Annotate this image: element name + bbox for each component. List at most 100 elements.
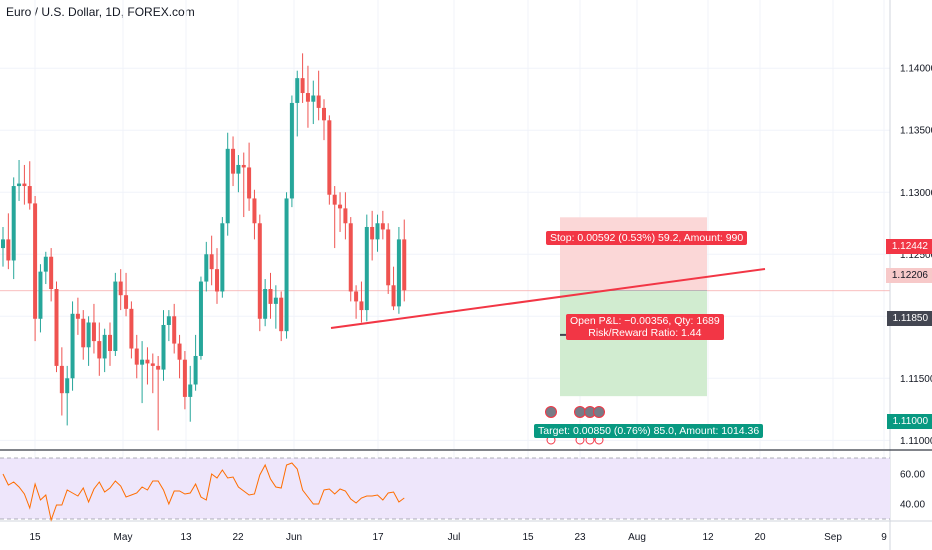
x-tick-label: 20 <box>754 532 766 543</box>
candle-body <box>198 281 203 356</box>
grid <box>0 0 890 520</box>
candle-body <box>327 120 332 195</box>
y-tick-label: 1.11500 <box>900 374 932 385</box>
candle-body <box>33 203 38 319</box>
candle-body <box>396 239 401 307</box>
stop-zone <box>560 217 707 291</box>
last-price-tag: 1.12206 <box>885 268 932 283</box>
candle-body <box>86 322 91 348</box>
event-markers <box>545 406 605 445</box>
pnl-label[interactable]: Open P&L: −0.00356, Qty: 1689 Risk/Rewar… <box>566 314 724 340</box>
candle-body <box>279 297 284 332</box>
candle-body <box>263 288 268 319</box>
candle-body <box>38 271 43 319</box>
y-tick-label: 1.12500 <box>900 250 932 261</box>
x-tick-label: 23 <box>574 532 586 543</box>
candle-body <box>354 291 359 302</box>
candle-body <box>161 324 166 370</box>
target-price-tag: 1.11000 <box>886 414 932 429</box>
candle-body <box>11 186 16 261</box>
candle-body <box>220 223 225 292</box>
rsi-band <box>0 458 890 519</box>
y-tick-label: 1.14000 <box>900 64 932 75</box>
stop-label[interactable]: Stop: 0.00592 (0.53%) 59.2, Amount: 990 <box>546 231 748 245</box>
candle-body <box>209 254 214 270</box>
target-label[interactable]: Target: 0.00850 (0.76%) 85.0, Amount: 10… <box>534 424 764 438</box>
risk-reward-text: Risk/Reward Ratio: 1.44 <box>588 327 702 339</box>
x-tick-label: Jul <box>448 532 461 543</box>
candle-body <box>97 341 102 359</box>
x-tick-label: 22 <box>232 532 244 543</box>
candle-body <box>140 359 145 365</box>
candle-body <box>1 239 5 249</box>
candle-body <box>129 308 134 349</box>
candle-body <box>343 208 348 224</box>
candle-body <box>231 148 236 174</box>
open-pnl-text: Open P&L: −0.00356, Qty: 1689 <box>570 315 720 327</box>
y-tick-label: 1.13500 <box>900 126 932 137</box>
x-tick-label: 17 <box>372 532 384 543</box>
candle-body <box>225 148 230 224</box>
candle-body <box>75 313 80 319</box>
x-tick-label: 13 <box>180 532 192 543</box>
stop-price-tag: 1.12442 <box>885 239 932 254</box>
event-icon <box>593 406 605 418</box>
candle-body <box>215 269 219 292</box>
chart-title: Euro / U.S. Dollar, 1D, FOREX.com <box>6 5 195 19</box>
candle-body <box>27 186 32 204</box>
candle-body <box>295 78 300 103</box>
candle-body <box>145 359 150 364</box>
candle-body <box>289 102 294 199</box>
candle-body <box>305 93 310 102</box>
x-tick-label: Aug <box>628 532 646 543</box>
support-trendline <box>330 268 766 329</box>
candle-body <box>65 378 70 394</box>
candle-body <box>124 295 129 309</box>
candle-body <box>316 95 321 108</box>
candle-body <box>348 223 353 292</box>
candle-body <box>43 256 48 272</box>
y-tick-label: 1.11000 <box>900 436 932 447</box>
candle-body <box>193 355 198 385</box>
candle-body <box>236 164 241 174</box>
candle-body <box>338 204 343 209</box>
candle-body <box>364 226 369 311</box>
x-tick-label: 12 <box>702 532 714 543</box>
candle-body <box>273 297 278 304</box>
candle-body <box>300 78 305 94</box>
candle-body <box>204 254 209 282</box>
candle-body <box>49 256 54 289</box>
x-tick-label: May <box>114 532 133 543</box>
candle-body <box>332 194 337 205</box>
candle-body <box>386 229 391 286</box>
candle-body <box>81 318 86 348</box>
candle-body <box>108 334 112 352</box>
candle-body <box>322 107 326 121</box>
candle-body <box>257 223 262 319</box>
candle-body <box>375 223 380 240</box>
trendline <box>330 268 766 329</box>
candle-body <box>150 363 155 366</box>
candle-body <box>380 223 385 230</box>
candle-body <box>311 95 316 102</box>
candle-body <box>70 313 75 379</box>
event-icon <box>574 406 586 418</box>
candle-body <box>17 183 22 187</box>
x-axis: 15 May 13 22 Jun 17 Jul 15 23 Aug 12 20 Sep 9 <box>29 532 887 543</box>
x-tick-label: 15 <box>522 532 534 543</box>
candle-body <box>247 167 252 199</box>
candle-body <box>166 316 171 325</box>
avg-price-tag: 1.11850 <box>886 311 932 326</box>
candle-body <box>59 365 64 394</box>
candle-body <box>54 288 59 366</box>
rsi-tick-label: 40.00 <box>900 500 925 511</box>
candle-body <box>177 343 182 360</box>
candle-body <box>118 281 123 296</box>
candle-body <box>370 226 375 240</box>
candle-body <box>91 322 96 342</box>
candle-body <box>156 365 161 370</box>
candle-body <box>252 198 257 224</box>
y-tick-label: 1.13000 <box>900 188 932 199</box>
